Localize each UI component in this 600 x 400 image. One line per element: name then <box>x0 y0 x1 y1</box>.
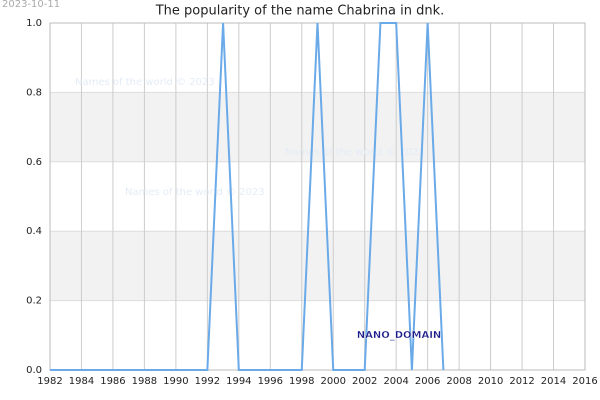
x-tick-label: 1994 <box>226 376 251 387</box>
y-tick-label: 0.8 <box>26 87 42 98</box>
x-tick-label: 2014 <box>541 376 566 387</box>
data-line <box>50 22 445 371</box>
x-tick-label: 1998 <box>289 376 314 387</box>
x-tick-label: 1992 <box>195 376 220 387</box>
x-tick-label: 1986 <box>100 376 125 387</box>
band <box>50 92 585 162</box>
date-stamp: 2023-10-11 <box>2 0 60 10</box>
x-tick-label: 2002 <box>352 376 377 387</box>
y-tick-label: 0.2 <box>26 296 42 307</box>
x-tick-label: 2012 <box>509 376 534 387</box>
x-tick-label: 2008 <box>446 376 471 387</box>
x-tick-label: 2006 <box>415 376 440 387</box>
x-tick-label: 2004 <box>383 376 408 387</box>
annotation: NANO_DOMAIN <box>357 330 442 341</box>
x-tick-label: 2016 <box>572 376 597 387</box>
x-tick-label: 1982 <box>37 376 62 387</box>
y-tick-label: 0.6 <box>26 157 42 168</box>
x-tick-label: 1990 <box>163 376 188 387</box>
x-tick-label: 1988 <box>132 376 157 387</box>
band <box>50 231 585 301</box>
watermark: Names of the world © 2023 <box>285 147 425 158</box>
y-tick-label: 0.4 <box>26 226 42 237</box>
y-tick-label: 1.0 <box>26 18 42 29</box>
y-tick-label: 0.0 <box>26 365 42 376</box>
watermark: Names of the world © 2023 <box>125 187 265 198</box>
x-tick-label: 2010 <box>478 376 503 387</box>
x-tick-label: 1984 <box>69 376 94 387</box>
watermark: Names of the world © 2023 <box>75 77 215 88</box>
chart-title: The popularity of the name Chabrina in d… <box>155 4 445 19</box>
x-tick-label: 1996 <box>258 376 283 387</box>
x-tick-label: 2000 <box>321 376 346 387</box>
